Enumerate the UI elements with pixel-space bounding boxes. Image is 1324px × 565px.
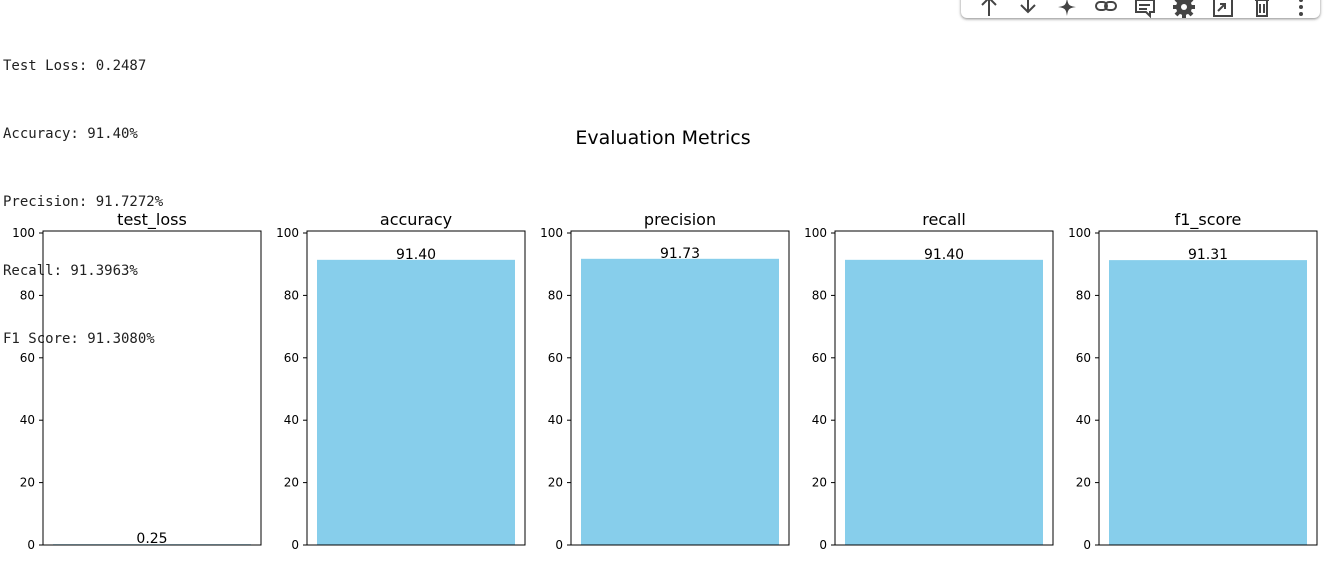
more-options-button[interactable] bbox=[1281, 0, 1320, 18]
subplot-title: f1_score bbox=[1175, 210, 1242, 230]
y-tick-label: 60 bbox=[20, 351, 35, 365]
subplot-title: accuracy bbox=[380, 210, 452, 229]
mirror-cell-button[interactable] bbox=[1203, 0, 1242, 18]
y-tick-label: 80 bbox=[20, 288, 35, 302]
y-tick-label: 40 bbox=[548, 413, 563, 427]
output-line-accuracy: Accuracy: 91.40% bbox=[3, 125, 138, 142]
comment-button[interactable] bbox=[1125, 0, 1164, 18]
bar bbox=[845, 259, 1043, 545]
y-tick-label: 20 bbox=[1076, 476, 1091, 490]
bar-value-label: 0.25 bbox=[136, 531, 167, 547]
y-tick-label: 0 bbox=[555, 538, 563, 552]
subplots-group: 0 20 40 60 80 100 test_loss 0.25 0 20 40 60 80 100 acc… bbox=[12, 210, 1318, 552]
y-tick-label: 20 bbox=[20, 476, 35, 490]
axes-frame bbox=[570, 230, 790, 546]
axes-frame bbox=[1098, 230, 1318, 546]
move-down-button[interactable] bbox=[1008, 0, 1047, 18]
y-tick-label: 60 bbox=[1076, 351, 1091, 365]
y-tick-label: 100 bbox=[1068, 226, 1091, 240]
more-options-icon bbox=[1298, 0, 1303, 16]
axes-frame bbox=[306, 230, 526, 546]
subplot-title: test_loss bbox=[117, 210, 187, 230]
y-tick-label: 100 bbox=[12, 226, 35, 240]
bar bbox=[581, 258, 779, 545]
subplot-precision: 0 20 40 60 80 100 precision 91.73 bbox=[540, 210, 790, 552]
output-line-recall: Recall: 91.3963% bbox=[3, 262, 138, 279]
y-tick-label: 60 bbox=[812, 351, 827, 365]
y-tick-label: 40 bbox=[812, 413, 827, 427]
bar-value-label: 91.40 bbox=[396, 247, 436, 263]
subplot-title: precision bbox=[644, 210, 716, 229]
y-tick-label: 0 bbox=[819, 538, 827, 552]
bar-value-label: 91.73 bbox=[660, 246, 700, 262]
subplot-title: recall bbox=[922, 210, 966, 229]
y-tick-label: 80 bbox=[284, 288, 299, 302]
axes-frame bbox=[42, 230, 262, 546]
subplot-f1-score: 0 20 40 60 80 100 f1_score 91.31 bbox=[1068, 210, 1318, 552]
link-button[interactable] bbox=[1086, 0, 1125, 18]
move-up-button[interactable] bbox=[969, 0, 1008, 18]
y-tick-label: 60 bbox=[284, 351, 299, 365]
y-tick-label: 0 bbox=[1083, 538, 1091, 552]
gemini-button[interactable] bbox=[1047, 0, 1086, 18]
y-tick-label: 80 bbox=[812, 288, 827, 302]
settings-button[interactable] bbox=[1164, 0, 1203, 18]
y-tick-label: 20 bbox=[548, 476, 563, 490]
move-down-icon bbox=[1019, 0, 1036, 14]
bar bbox=[1109, 260, 1307, 545]
move-up-icon bbox=[980, 0, 997, 16]
axes-frame bbox=[834, 230, 1054, 546]
y-tick-label: 40 bbox=[284, 413, 299, 427]
y-tick-label: 20 bbox=[812, 476, 827, 490]
y-tick-label: 40 bbox=[1076, 413, 1091, 427]
subplot-accuracy: 0 20 40 60 80 100 accuracy 91.40 bbox=[276, 210, 526, 552]
delete-icon bbox=[1254, 0, 1269, 17]
y-tick-label: 60 bbox=[548, 351, 563, 365]
evaluation-metrics-figure: Evaluation Metrics 0 20 40 60 80 100 test_loss… bbox=[12, 127, 1318, 552]
output-line-test-loss: Test Loss: 0.2487 bbox=[3, 57, 147, 74]
bar bbox=[317, 259, 515, 545]
y-tick-label: 40 bbox=[20, 413, 35, 427]
output-line-precision: Precision: 91.7272% bbox=[3, 194, 164, 211]
figure-title: Evaluation Metrics bbox=[575, 127, 750, 149]
mirror-cell-icon bbox=[1212, 0, 1233, 17]
output-line-f1-score: F1 Score: 91.3080% bbox=[3, 331, 155, 348]
subplot-test-loss: 0 20 40 60 80 100 test_loss 0.25 bbox=[12, 210, 262, 552]
bar-value-label: 91.31 bbox=[1188, 247, 1228, 263]
sparkle-icon bbox=[1057, 0, 1076, 16]
y-tick-label: 0 bbox=[291, 538, 299, 552]
delete-button[interactable] bbox=[1242, 0, 1281, 18]
comment-icon bbox=[1134, 0, 1155, 18]
y-tick-label: 20 bbox=[284, 476, 299, 490]
settings-icon bbox=[1172, 0, 1195, 18]
y-tick-label: 100 bbox=[276, 226, 299, 240]
subplot-recall: 0 20 40 60 80 100 recall 91.40 bbox=[804, 210, 1054, 552]
y-tick-label: 0 bbox=[27, 538, 35, 552]
y-tick-label: 100 bbox=[540, 226, 563, 240]
y-tick-label: 80 bbox=[1076, 288, 1091, 302]
bar-value-label: 91.40 bbox=[924, 247, 964, 263]
cell-toolbar bbox=[961, 0, 1320, 18]
y-tick-label: 100 bbox=[804, 226, 827, 240]
link-icon bbox=[1094, 1, 1117, 11]
cell-output-text: Test Loss: 0.2487 Accuracy: 91.40% Preci… bbox=[3, 9, 163, 374]
y-tick-label: 80 bbox=[548, 288, 563, 302]
